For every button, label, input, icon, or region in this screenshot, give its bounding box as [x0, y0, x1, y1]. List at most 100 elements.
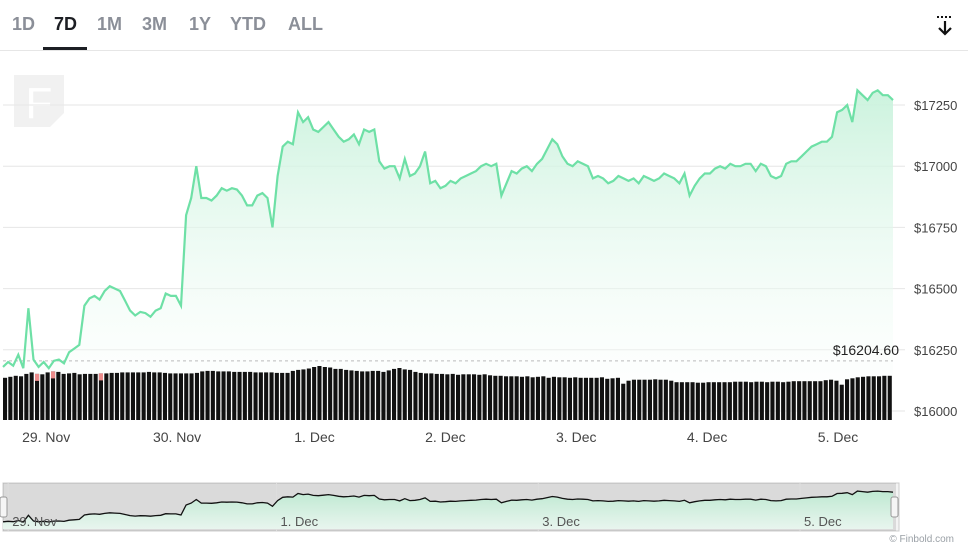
volume-bar	[626, 380, 631, 420]
navigator-left-handle[interactable]	[0, 496, 8, 518]
navigator-right-handle[interactable]	[890, 496, 899, 518]
volume-bar	[647, 379, 652, 420]
volume-bar	[834, 380, 839, 420]
volume-bar	[562, 377, 567, 420]
volume-bar	[264, 372, 269, 420]
volume-bar	[781, 382, 786, 420]
volume-bar	[360, 371, 365, 420]
volume-bar	[861, 376, 866, 420]
volume-bar	[370, 370, 375, 420]
y-axis-labels: $16000 $16250 $16500 $16750 $17000 $17250	[914, 98, 957, 419]
volume-bar	[29, 372, 34, 420]
volume-bar	[429, 373, 434, 420]
volume-bar	[322, 367, 327, 420]
volume-bar	[663, 379, 668, 420]
volume-bar	[386, 370, 391, 420]
tab-1d[interactable]: 1D	[12, 14, 36, 34]
volume-bar	[461, 374, 466, 420]
volume-bar	[589, 377, 594, 420]
y-tick-label: $16000	[914, 404, 957, 419]
volume-bar	[344, 369, 349, 420]
volume-bar	[349, 370, 354, 420]
y-tick-label: $16750	[914, 220, 957, 235]
volume-bar	[189, 373, 194, 420]
volume-bars	[3, 366, 892, 420]
volume-bar	[759, 381, 764, 420]
volume-bar	[232, 371, 237, 420]
volume-bar	[599, 377, 604, 420]
volume-bar	[679, 382, 684, 420]
volume-bar	[67, 373, 72, 420]
volume-bar	[35, 373, 40, 420]
volume-bar	[829, 379, 834, 420]
volume-bar	[578, 377, 583, 420]
volume-bar	[146, 371, 151, 420]
tab-7d[interactable]: 7D	[54, 14, 78, 34]
navigator[interactable]: 29. Nov 1. Dec 3. Dec 5. Dec	[0, 482, 900, 532]
volume-bar	[216, 371, 221, 420]
tab-all[interactable]: ALL	[288, 14, 323, 34]
x-tick-label: 3. Dec	[556, 429, 596, 445]
x-tick-label: 1. Dec	[294, 429, 334, 445]
volume-bar	[738, 381, 743, 420]
download-icon[interactable]	[935, 14, 955, 38]
volume-bar	[221, 371, 226, 420]
volume-bar	[642, 379, 647, 420]
tab-3m[interactable]: 3M	[142, 14, 168, 34]
volume-bar	[40, 374, 45, 420]
volume-bar	[594, 377, 599, 420]
volume-bar	[813, 381, 818, 420]
volume-bar	[653, 379, 658, 420]
volume-bar	[82, 373, 87, 420]
volume-bar	[525, 376, 530, 420]
volume-bar	[338, 368, 343, 420]
last-price-label: $16204.60	[833, 342, 899, 358]
volume-bar	[376, 370, 381, 420]
volume-bar	[93, 373, 98, 420]
navigator-x-label: 5. Dec	[804, 514, 842, 529]
tab-1y[interactable]: 1Y	[189, 14, 212, 34]
volume-bar	[551, 376, 556, 420]
y-tick-label: $16500	[914, 282, 957, 297]
volume-bar	[114, 372, 119, 420]
volume-bar	[855, 377, 860, 420]
y-tick-label: $17250	[914, 98, 957, 113]
volume-bar	[823, 380, 828, 420]
tab-1m[interactable]: 1M	[97, 14, 123, 34]
volume-bar	[770, 381, 775, 420]
volume-bar	[482, 374, 487, 420]
credit-label: © Finbold.com	[889, 534, 954, 545]
volume-bar	[141, 372, 146, 420]
volume-bar	[706, 382, 711, 420]
volume-bar	[877, 376, 882, 420]
volume-bar	[477, 374, 482, 420]
volume-bar	[743, 381, 748, 420]
volume-bar	[850, 378, 855, 420]
x-tick-label: 30. Nov	[153, 429, 201, 445]
volume-bar	[173, 373, 178, 420]
price-line	[2, 88, 894, 371]
volume-bar	[472, 374, 477, 420]
volume-bar	[658, 379, 663, 420]
tab-ytd[interactable]: YTD	[230, 14, 266, 34]
volume-bar	[136, 372, 141, 420]
volume-bar	[120, 372, 125, 420]
volume-bar	[466, 374, 471, 420]
volume-bar	[690, 382, 695, 420]
volume-bar	[621, 383, 626, 420]
volume-bar	[194, 372, 199, 420]
volume-bar	[701, 382, 706, 420]
volume-bar	[56, 371, 61, 420]
volume-bar	[312, 367, 317, 420]
x-tick-label: 5. Dec	[818, 429, 858, 445]
volume-bar	[98, 373, 103, 420]
volume-bar	[88, 373, 93, 420]
volume-bar	[317, 366, 322, 420]
volume-bar	[727, 382, 732, 420]
volume-bar	[434, 373, 439, 420]
volume-bar	[791, 381, 796, 420]
volume-bar	[786, 381, 791, 420]
volume-bar	[301, 369, 306, 420]
volume-bar	[333, 368, 338, 420]
